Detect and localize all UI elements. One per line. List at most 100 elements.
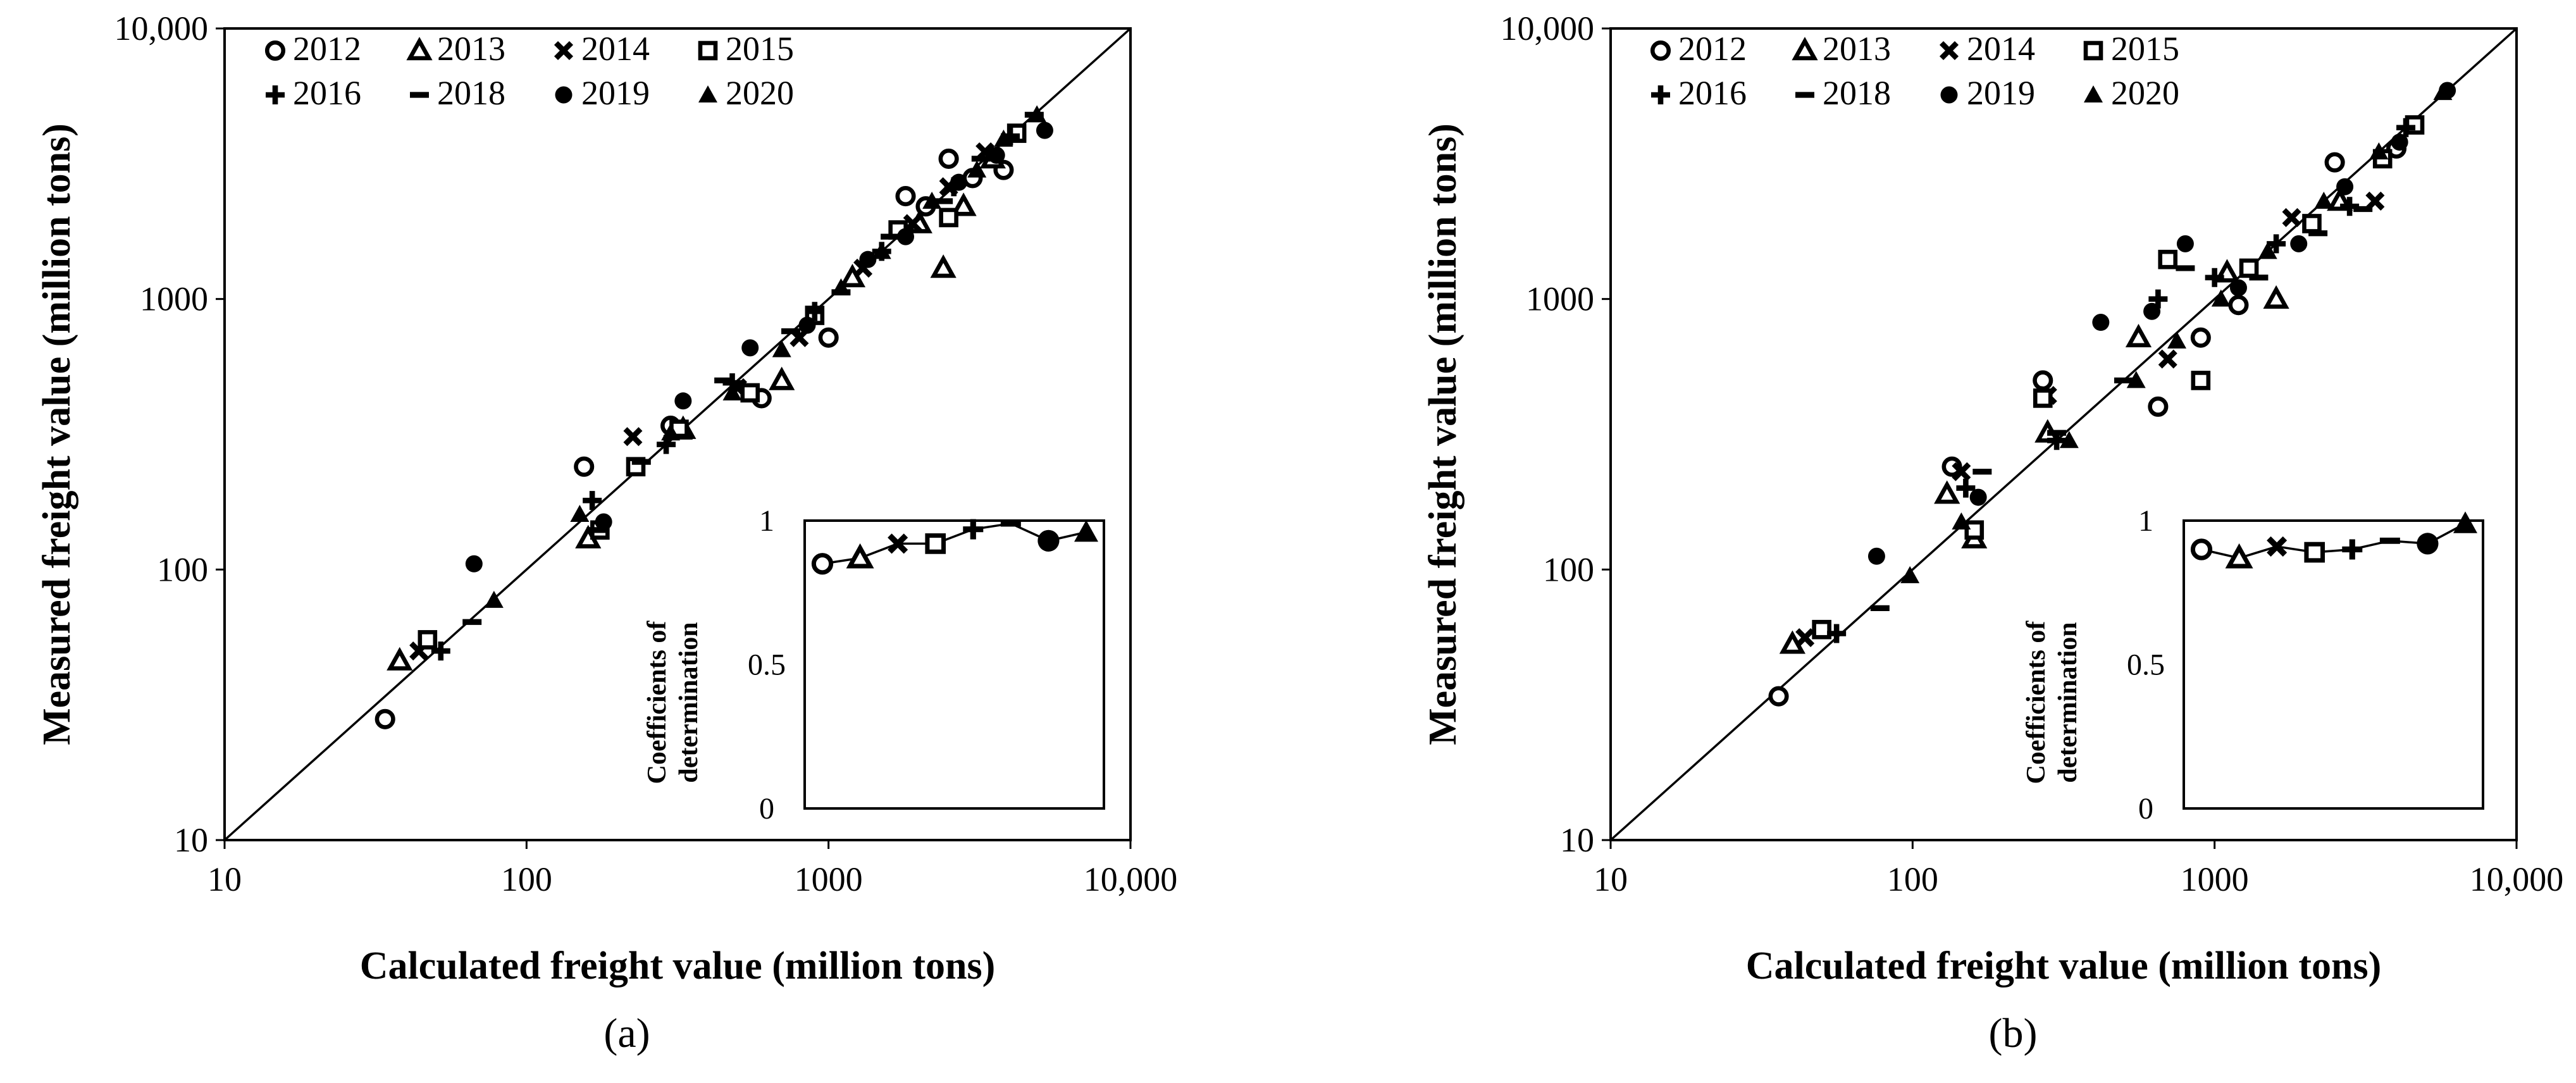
legend-label: 2014 (581, 30, 650, 68)
point-2016 (1956, 478, 1976, 498)
x-tick-label: 1000 (795, 860, 863, 898)
inset-point-2012 (2190, 538, 2213, 560)
point-2019 (2176, 235, 2194, 252)
point-2016 (2205, 268, 2224, 287)
point-2016 (1827, 624, 1847, 643)
point-2019 (1969, 488, 1987, 506)
inset-y-label: determination (674, 622, 703, 783)
y-tick-label: 1000 (140, 280, 208, 318)
legend-label: 2013 (1823, 30, 1891, 68)
y-tick-label: 10 (174, 821, 208, 859)
x-tick-label: 10 (207, 860, 242, 898)
series-2019 (1867, 82, 2456, 565)
legend-label: 2019 (1967, 74, 2035, 112)
point-2015 (2033, 388, 2053, 408)
y-tick-label: 100 (1543, 550, 1594, 588)
legend: 2012 2013 2014 2015 2016 2018 2019 2020 (264, 30, 794, 112)
legend-marker-2014 (1939, 40, 1959, 61)
point-2015 (740, 383, 760, 403)
inset-point-2014 (888, 533, 908, 554)
y-tick-label: 100 (157, 550, 208, 588)
point-2020 (2314, 191, 2334, 209)
inset-y-label: Coefficients of (643, 621, 672, 784)
legend-label: 2014 (1967, 30, 2035, 68)
point-2019 (2092, 314, 2110, 331)
legend-label: 2015 (726, 30, 794, 68)
point-2019 (1036, 121, 1053, 139)
point-2015 (1964, 520, 1985, 540)
point-2014 (623, 427, 643, 447)
legend-label: 2016 (293, 74, 361, 112)
legend-label: 2012 (1678, 30, 1747, 68)
inset-point-2013 (846, 543, 874, 569)
legend-label: 2015 (2111, 30, 2179, 68)
point-2015 (1812, 619, 1831, 640)
point-2020 (722, 383, 742, 400)
point-2013 (930, 254, 957, 278)
point-2020 (1027, 105, 1047, 123)
point-2013 (769, 366, 795, 390)
point-2015 (2302, 214, 2322, 233)
legend-marker-2013 (406, 37, 433, 61)
legend-label: 2016 (1678, 74, 1747, 112)
inset-point-2015 (925, 533, 946, 554)
legend-marker-2013 (1792, 37, 1818, 61)
inset-point-2012 (811, 553, 834, 575)
point-2020 (2167, 331, 2187, 349)
inset-point-2015 (2304, 542, 2325, 563)
x-tick-label: 10,000 (1084, 860, 1178, 898)
legend-marker-2014 (554, 40, 574, 61)
point-2012 (2228, 295, 2249, 316)
point-2012 (574, 456, 595, 477)
legend-label: 2020 (726, 74, 794, 112)
point-2012 (2033, 370, 2053, 391)
point-2015 (2191, 371, 2211, 390)
point-2020 (484, 590, 504, 608)
point-2013 (2125, 323, 2152, 347)
point-2019 (741, 339, 759, 357)
point-2019 (674, 392, 692, 410)
point-2019 (2336, 178, 2354, 195)
inset-frame (2183, 519, 2484, 810)
point-2013 (2263, 285, 2289, 309)
legend: 2012 2013 2014 2015 2016 2018 2019 2020 (1650, 30, 2179, 112)
point-2012 (895, 186, 916, 207)
point-2019 (798, 316, 816, 334)
series-2015 (1812, 115, 2425, 640)
point-2013 (387, 647, 413, 671)
x-axis-label: Calculated freight value (million tons) (1746, 944, 2382, 987)
inset-point-2019 (1037, 529, 1060, 552)
legend-marker-2019 (555, 86, 573, 104)
point-2020 (1900, 566, 1920, 583)
point-2016 (583, 491, 602, 511)
series-2020 (484, 105, 1047, 608)
legend-label: 2018 (437, 74, 505, 112)
point-2020 (2059, 431, 2079, 449)
inset-point-2020 (1074, 520, 1098, 542)
point-2020 (831, 278, 851, 295)
legend-label: 2019 (581, 74, 650, 112)
inset-point-2016 (2342, 539, 2363, 560)
point-2019 (1867, 547, 1885, 565)
point-2012 (1768, 686, 1789, 707)
inset-frame (803, 519, 1105, 810)
inset-chart: 0 0.5 1 Coefficients of determination (643, 504, 1105, 826)
point-2014 (1952, 462, 1971, 481)
panel-a: 10101001001000100010,00010,000Calculated… (35, 9, 1177, 1056)
panel-subtitle: (a) (604, 1010, 650, 1056)
legend-marker-2012 (264, 40, 286, 61)
inset-chart: 0 0.5 1 Coefficients of determination (2022, 504, 2484, 826)
point-2012 (2190, 327, 2211, 348)
point-2020 (994, 129, 1013, 147)
point-2016 (2396, 118, 2416, 137)
legend-marker-2019 (1940, 86, 1958, 104)
point-2020 (2126, 371, 2146, 388)
inset-point-2016 (963, 519, 984, 540)
legend-marker-2016 (1651, 85, 1670, 104)
point-2020 (772, 340, 791, 357)
point-2013 (950, 192, 977, 216)
point-2020 (2258, 242, 2277, 259)
y-tick-label: 10 (1560, 821, 1594, 859)
